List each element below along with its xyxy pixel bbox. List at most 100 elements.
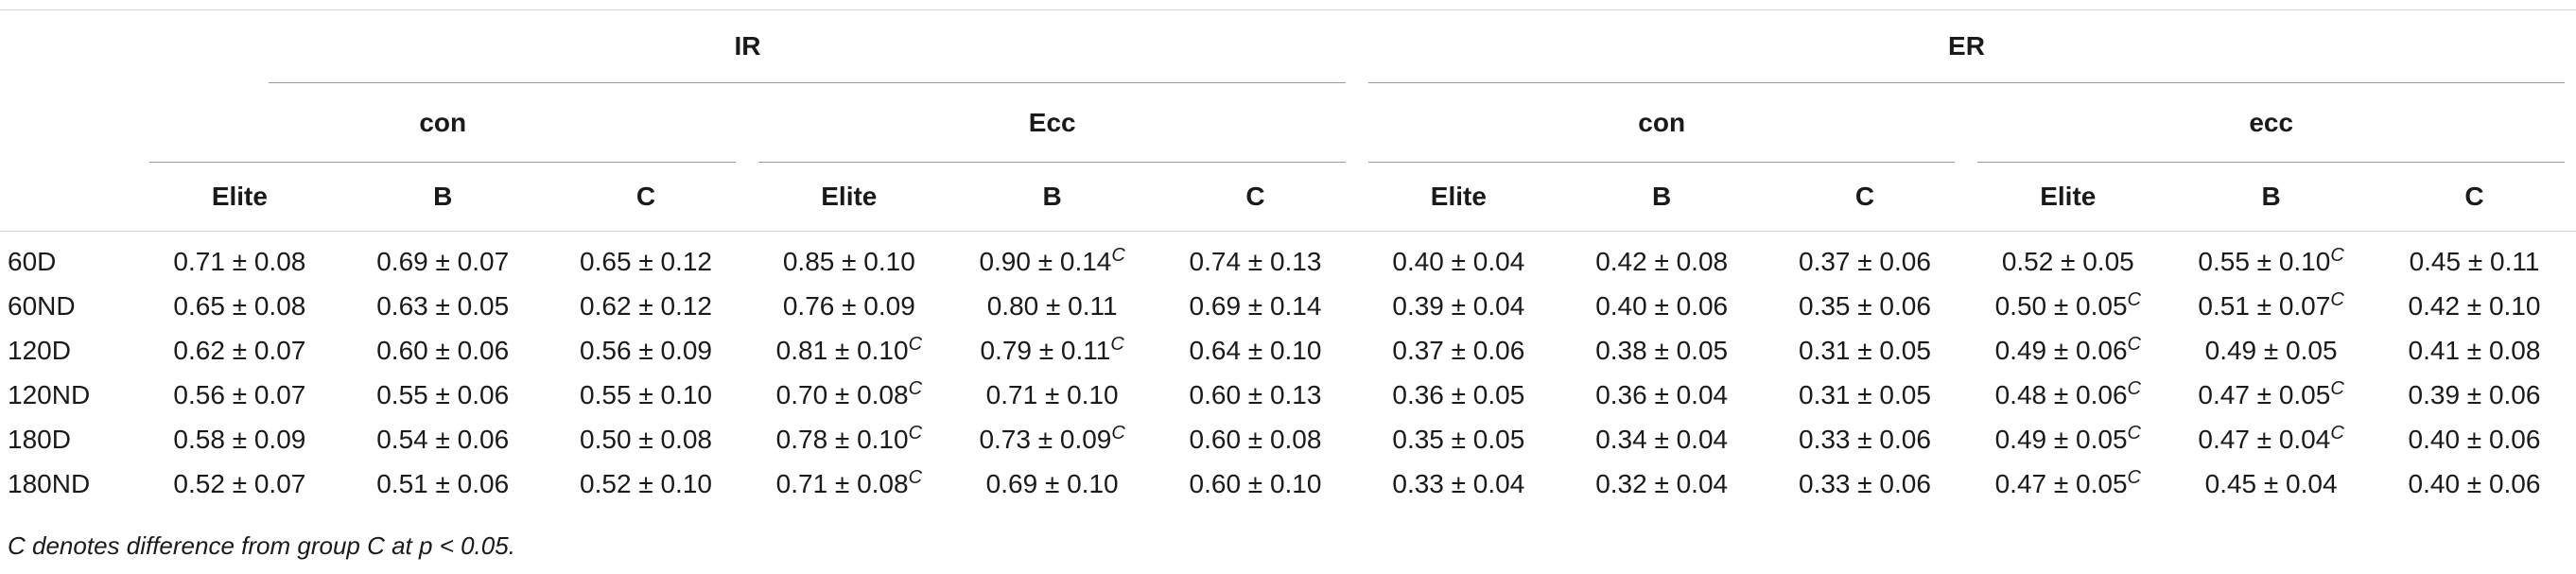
- table-cell: 0.60 ± 0.08: [1154, 417, 1357, 461]
- table-cell: 0.56 ± 0.07: [138, 373, 341, 417]
- top-rule: [0, 9, 2576, 10]
- significance-marker: C: [908, 466, 923, 488]
- header-row-groups: IR ER: [0, 9, 2576, 83]
- cell-value: 0.62 ± 0.07: [173, 335, 306, 365]
- table-cell: 0.55 ± 0.10: [545, 373, 748, 417]
- mode-header-ir-con: con: [138, 83, 747, 163]
- table-cell: 0.52 ± 0.10: [545, 461, 748, 506]
- table-row: 60D 0.71 ± 0.08 0.69 ± 0.07 0.65 ± 0.12 0.85…: [0, 232, 2576, 285]
- table-cell: 0.35 ± 0.06: [1764, 284, 1967, 328]
- cell-value: 0.62 ± 0.12: [580, 290, 712, 321]
- table-cell: 0.52 ± 0.05: [1966, 232, 2169, 285]
- significance-marker: C: [2330, 422, 2344, 444]
- table-cell: 0.49 ± 0.06C: [1966, 328, 2169, 373]
- corner-cell: [0, 9, 138, 83]
- significance-marker: C: [2127, 466, 2141, 488]
- corner-cell: [0, 163, 138, 232]
- level-header-elite: Elite: [2040, 182, 2097, 211]
- table-cell: 0.73 ± 0.09C: [950, 417, 1154, 461]
- cell-value: 0.56 ± 0.07: [173, 379, 306, 409]
- table-cell: 0.37 ± 0.06: [1764, 232, 1967, 285]
- cell-value: 0.52 ± 0.10: [580, 468, 712, 498]
- table-cell: 0.65 ± 0.08: [138, 284, 341, 328]
- table-cell: 0.48 ± 0.06C: [1966, 373, 2169, 417]
- table-cell: 0.39 ± 0.04: [1357, 284, 1560, 328]
- header-row-modes: con Ecc con ecc: [0, 83, 2576, 163]
- table-cell: 0.50 ± 0.05C: [1966, 284, 2169, 328]
- cell-value: 0.69 ± 0.07: [376, 246, 510, 276]
- table-cell: 0.36 ± 0.05: [1357, 373, 1560, 417]
- cell-value: 0.74 ± 0.13: [1189, 246, 1322, 276]
- group-header-er: ER: [1357, 9, 2576, 83]
- cell-value: 0.48 ± 0.06: [1994, 379, 2128, 409]
- level-header-b: B: [1652, 182, 1672, 211]
- table-cell: 0.31 ± 0.05: [1764, 373, 1967, 417]
- table-cell: 0.38 ± 0.05: [1560, 328, 1764, 373]
- cell-value: 0.47 ± 0.05: [1994, 468, 2128, 498]
- table-cell: 0.52 ± 0.07: [138, 461, 341, 506]
- table-cell: 0.49 ± 0.05: [2169, 328, 2373, 373]
- table-cell: 0.58 ± 0.09: [138, 417, 341, 461]
- table-cell: 0.42 ± 0.10: [2373, 284, 2576, 328]
- table-cell: 0.41 ± 0.08: [2373, 328, 2576, 373]
- cell-value: 0.35 ± 0.06: [1799, 290, 1931, 321]
- table-cell: 0.45 ± 0.11: [2373, 232, 2576, 285]
- cell-value: 0.60 ± 0.10: [1189, 468, 1322, 498]
- mode-header-ir-ecc: Ecc: [747, 83, 1357, 163]
- cell-value: 0.49 ± 0.05: [1994, 424, 2128, 454]
- table-cell: 0.71 ± 0.08C: [747, 461, 950, 506]
- cell-value: 0.71 ± 0.08: [775, 468, 909, 498]
- cell-value: 0.70 ± 0.08: [775, 379, 909, 409]
- level-header-c: C: [1245, 182, 1265, 211]
- table-row: 180D 0.58 ± 0.09 0.54 ± 0.06 0.50 ± 0.08 0.7…: [0, 417, 2576, 461]
- significance-marker: C: [2127, 333, 2141, 355]
- cell-value: 0.65 ± 0.12: [580, 246, 712, 276]
- table-cell: 0.50 ± 0.08: [545, 417, 748, 461]
- table-cell: 0.51 ± 0.06: [341, 461, 545, 506]
- cell-value: 0.33 ± 0.06: [1799, 468, 1931, 498]
- cell-value: 0.37 ± 0.06: [1392, 335, 1525, 365]
- row-label: 180ND: [8, 468, 91, 498]
- cell-value: 0.35 ± 0.05: [1392, 424, 1525, 454]
- mode-header-er-con: con: [1357, 83, 1966, 163]
- cell-value: 0.36 ± 0.04: [1595, 379, 1729, 409]
- table-cell: 0.69 ± 0.14: [1154, 284, 1357, 328]
- table-cell: 0.81 ± 0.10C: [747, 328, 950, 373]
- cell-value: 0.47 ± 0.04: [2198, 424, 2331, 454]
- cell-value: 0.63 ± 0.05: [376, 290, 510, 321]
- cell-value: 0.60 ± 0.08: [1189, 424, 1322, 454]
- table-cell: 0.54 ± 0.06: [341, 417, 545, 461]
- cell-value: 0.71 ± 0.10: [985, 379, 1119, 409]
- cell-value: 0.69 ± 0.14: [1189, 290, 1322, 321]
- table-row: 120D 0.62 ± 0.07 0.60 ± 0.06 0.56 ± 0.09 0.8…: [0, 328, 2576, 373]
- table-cell: 0.40 ± 0.06: [2373, 417, 2576, 461]
- significance-marker: C: [2330, 377, 2344, 399]
- table-cell: 0.47 ± 0.05C: [2169, 373, 2373, 417]
- row-label: 120ND: [8, 379, 91, 409]
- table-cell: 0.47 ± 0.04C: [2169, 417, 2373, 461]
- cell-value: 0.78 ± 0.10: [775, 424, 909, 454]
- significance-marker: C: [908, 333, 923, 355]
- table-cell: 0.69 ± 0.10: [950, 461, 1154, 506]
- level-header-c: C: [635, 182, 656, 211]
- table-cell: 0.71 ± 0.10: [950, 373, 1154, 417]
- table-cell: 0.51 ± 0.07C: [2169, 284, 2373, 328]
- cell-value: 0.31 ± 0.05: [1799, 335, 1931, 365]
- table-cell: 0.47 ± 0.05C: [1966, 461, 2169, 506]
- cell-value: 0.40 ± 0.06: [1595, 290, 1729, 321]
- cell-value: 0.76 ± 0.09: [782, 290, 915, 321]
- row-label: 120D: [8, 335, 71, 365]
- cell-value: 0.90 ± 0.14: [979, 246, 1112, 276]
- table-cell: 0.62 ± 0.12: [545, 284, 748, 328]
- table-body: 60D 0.71 ± 0.08 0.69 ± 0.07 0.65 ± 0.12 0.85…: [0, 232, 2576, 507]
- significance-marker: C: [908, 377, 923, 399]
- header-row-levels: Elite B C Elite B C Elite B C Elite B C: [0, 163, 2576, 232]
- cell-value: 0.58 ± 0.09: [173, 424, 306, 454]
- table-cell: 0.39 ± 0.06: [2373, 373, 2576, 417]
- table-row: 60ND 0.65 ± 0.08 0.63 ± 0.05 0.62 ± 0.12 0.7…: [0, 284, 2576, 328]
- significance-marker: C: [2127, 377, 2141, 399]
- cell-value: 0.79 ± 0.11: [980, 335, 1111, 365]
- cell-value: 0.47 ± 0.05: [2198, 379, 2331, 409]
- cell-value: 0.39 ± 0.06: [2408, 379, 2541, 409]
- cell-value: 0.64 ± 0.10: [1189, 335, 1322, 365]
